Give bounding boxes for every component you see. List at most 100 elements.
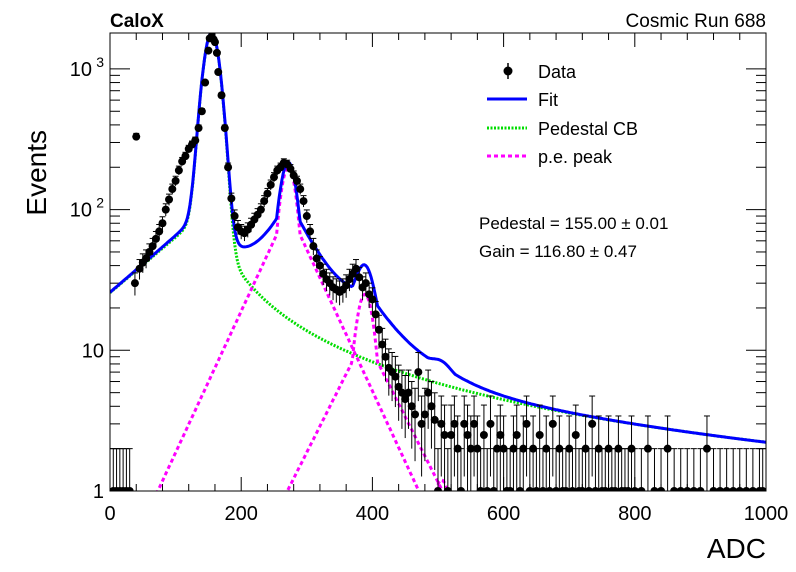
- data-point: [230, 209, 239, 223]
- data-point: [483, 448, 492, 491]
- data-point: [204, 46, 213, 55]
- data-point: [125, 448, 134, 491]
- data-point: [716, 448, 725, 491]
- legend: Data Fit Pedestal CB p.e. peak: [487, 62, 638, 167]
- data-point: [447, 404, 456, 491]
- data-point: [532, 448, 541, 491]
- data-point: [210, 38, 219, 47]
- x-tick-label: 200: [225, 503, 258, 525]
- data-point: [158, 216, 167, 231]
- legend-marker-data: [503, 66, 513, 76]
- data-point: [309, 237, 318, 255]
- data-point: [545, 448, 554, 491]
- data-point: [473, 415, 482, 491]
- data-point: [614, 415, 623, 491]
- data-point: [440, 404, 449, 491]
- data-point: [476, 448, 485, 491]
- data-point: [722, 448, 731, 491]
- data-point: [414, 352, 423, 402]
- data-point: [174, 165, 183, 175]
- data-point: [155, 224, 164, 240]
- legend-entry-data: Data: [503, 62, 577, 82]
- data-point: [696, 448, 705, 491]
- data-point: [130, 272, 139, 296]
- x-tick-label: 800: [618, 503, 651, 525]
- data-point: [683, 448, 692, 491]
- data-point: [571, 404, 580, 491]
- data-point: [522, 395, 531, 477]
- data-point: [302, 209, 311, 223]
- data-point: [194, 124, 203, 133]
- data-point: [479, 404, 488, 491]
- data-point: [499, 415, 508, 491]
- data-point: [561, 448, 570, 491]
- data-point: [197, 107, 206, 116]
- legend-entry-fit: Fit: [487, 90, 558, 110]
- result-gain: Gain = 116.80 ± 0.47: [479, 242, 637, 261]
- data-point: [361, 272, 370, 296]
- data-point: [735, 448, 744, 491]
- data-point: [548, 395, 557, 477]
- data-point: [306, 224, 315, 240]
- data-point: [427, 381, 436, 449]
- data-point: [588, 395, 597, 477]
- y-tick-label: 10: [70, 59, 92, 81]
- data-point: [378, 327, 387, 367]
- y-axis-label: Events: [21, 130, 52, 216]
- data-point: [212, 48, 221, 57]
- data-point: [266, 179, 275, 191]
- data-point: [161, 203, 170, 217]
- data-point: [663, 415, 672, 491]
- experiment-label: CaloX: [110, 11, 164, 32]
- y-tick-exponent: 2: [96, 195, 104, 211]
- data-point: [729, 448, 738, 491]
- data-point: [404, 369, 413, 429]
- data-point: [214, 68, 223, 77]
- pe-peak-curve-2: [285, 292, 445, 491]
- data-point: [181, 151, 190, 161]
- data-point: [650, 448, 659, 491]
- data-point: [702, 415, 711, 491]
- data-point: [689, 448, 698, 491]
- data-point: [506, 448, 515, 491]
- data-point: [430, 392, 439, 470]
- data-point: [568, 448, 577, 491]
- data-point: [594, 415, 603, 491]
- x-tick-label: 600: [487, 503, 520, 525]
- data-point: [191, 136, 200, 145]
- data-point: [424, 369, 433, 429]
- data-point: [299, 195, 308, 208]
- data-point: [411, 387, 420, 462]
- data-point: [535, 404, 544, 491]
- data-point: [643, 415, 652, 491]
- data-point: [555, 415, 564, 491]
- data-point: [417, 395, 426, 477]
- x-tick-label: 400: [356, 503, 389, 525]
- data-point: [443, 448, 452, 491]
- data-point: [292, 175, 301, 186]
- data-point: [224, 162, 233, 172]
- data-point: [604, 415, 613, 491]
- data-point: [381, 338, 390, 382]
- data-point: [657, 448, 666, 491]
- data-point: [391, 355, 400, 408]
- data-point: [132, 132, 141, 141]
- data-point: [296, 183, 305, 195]
- data-point: [529, 415, 538, 491]
- data-point: [627, 415, 636, 491]
- data-point: [748, 448, 757, 491]
- data-point: [670, 448, 679, 491]
- data-point: [345, 268, 354, 292]
- x-tick-label: 1000: [744, 503, 789, 525]
- data-point: [758, 448, 766, 491]
- y-tick-label: 10: [82, 340, 104, 362]
- y-tick-exponent: 3: [96, 54, 104, 70]
- fit-curve: [110, 33, 766, 444]
- data-point: [456, 448, 465, 491]
- data-point: [227, 192, 236, 205]
- data-points: [110, 33, 766, 491]
- plot-frame: [109, 32, 767, 492]
- legend-label-data: Data: [538, 62, 577, 82]
